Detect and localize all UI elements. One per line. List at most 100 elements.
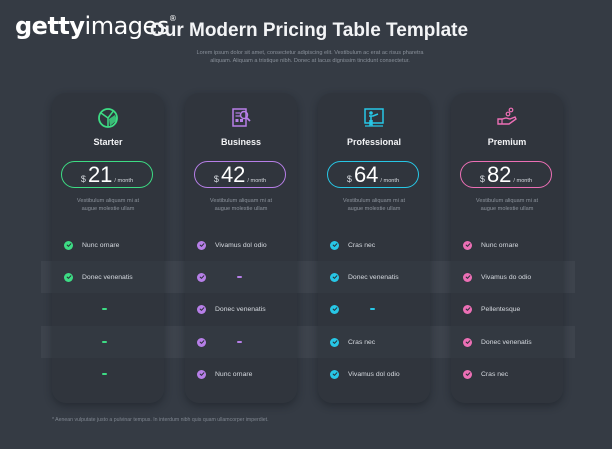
check-icon (463, 240, 472, 250)
price-button[interactable]: $ 42 / month (194, 161, 286, 188)
dash-icon (102, 373, 107, 375)
watermark-thin: images (84, 12, 170, 40)
feature-row: Nunc ornare (185, 358, 297, 390)
price-period: / month (380, 178, 400, 184)
feature-row: Donec venenatis (318, 261, 430, 293)
feature-label: Donec venenatis (481, 338, 532, 346)
feature-label: Nunc ornare (215, 370, 253, 378)
feature-row: Donec venenatis (185, 293, 297, 325)
check-icon (197, 272, 206, 282)
plan-description: Vestibulum aliquam mi at augue molestie … (185, 197, 297, 213)
feature-row: Nunc ornare (451, 229, 563, 261)
check-icon (197, 337, 206, 347)
watermark-bold: getty (15, 12, 85, 40)
feature-row: Nunc ornare (52, 229, 164, 261)
feature-row: Pellentesque (451, 293, 563, 325)
plan-name: Premium (487, 137, 527, 147)
feature-row: Donec venenatis (52, 261, 164, 293)
price-amount: 21 (87, 162, 113, 187)
check-icon (330, 272, 339, 282)
feature-row (52, 358, 164, 390)
dash-icon (237, 341, 242, 343)
getty-images-watermark: gettyimages® (15, 12, 177, 40)
page-subtitle: Lorem ipsum dolor sit amet, consectetur … (160, 49, 460, 65)
plan-description-line-2: augue molestie ullam (347, 206, 401, 212)
plan-description-line-1: Vestibulum aliquam mi at (209, 198, 273, 204)
plan-description: Vestibulum aliquam mi at augue molestie … (451, 197, 563, 213)
watermark-registered: ® (168, 14, 177, 23)
check-icon (463, 337, 472, 347)
page-title: Our Modern Pricing Table Template (149, 20, 469, 41)
price-currency: $ (80, 174, 86, 184)
feature-row (52, 326, 164, 358)
pricing-card-professional: Professional $ 64 / month Vestibulum ali… (318, 93, 430, 403)
plan-description-line-1: Vestibulum aliquam mi at (76, 198, 140, 204)
feature-label: Donec venenatis (215, 305, 266, 313)
check-icon (330, 304, 339, 314)
feature-label: Vivamus dol odio (348, 370, 400, 378)
feature-row: Vivamus dol odio (318, 358, 430, 390)
price-period: / month (513, 178, 533, 184)
plan-description-line-2: augue molestie ullam (480, 206, 534, 212)
feature-row (185, 261, 297, 293)
check-icon (64, 240, 73, 250)
check-icon (64, 272, 73, 282)
plan-description: Vestibulum aliquam mi at augue molestie … (318, 197, 430, 213)
plan-name: Starter (93, 137, 123, 147)
subtitle-line-2: aliquam. Aliquam a tristique nibh. Donec… (210, 58, 410, 64)
plan-name: Business (220, 137, 262, 147)
feature-label: Cras nec (348, 241, 376, 249)
feature-row: Donec venenatis (451, 326, 563, 358)
price-currency: $ (479, 174, 485, 184)
feature-row (52, 293, 164, 325)
feature-label: Vivamus dol odio (215, 241, 267, 249)
price-amount: 64 (353, 162, 379, 187)
pricing-card-starter: Starter $ 21 / month Vestibulum aliquam … (52, 93, 164, 403)
feature-label: Pellentesque (481, 305, 521, 313)
subtitle-line-1: Lorem ipsum dolor sit amet, consectetur … (196, 50, 424, 56)
check-icon (463, 369, 472, 379)
feature-label: Nunc ornare (82, 241, 120, 249)
dash-icon (237, 276, 242, 278)
hand-coins-icon (496, 107, 518, 129)
feature-label: Donec venenatis (348, 273, 399, 281)
check-icon (330, 337, 339, 347)
dash-icon (102, 308, 107, 310)
plan-description-line-2: augue molestie ullam (81, 206, 135, 212)
plan-description-line-2: augue molestie ullam (214, 206, 268, 212)
plan-description: Vestibulum aliquam mi at augue molestie … (52, 197, 164, 213)
dash-icon (102, 341, 107, 343)
price-amount: 42 (220, 162, 246, 187)
presentation-board-icon (363, 107, 385, 129)
feature-label: Vivamus do odio (481, 273, 532, 281)
feature-row: Cras nec (451, 358, 563, 390)
price-button[interactable]: $ 82 / month (460, 161, 552, 188)
price-period: / month (114, 178, 134, 184)
feature-row: Cras nec (318, 229, 430, 261)
plan-description-line-1: Vestibulum aliquam mi at (475, 198, 539, 204)
check-icon (197, 240, 206, 250)
document-search-icon (230, 107, 252, 129)
price-currency: $ (346, 174, 352, 184)
pricing-card-business: Business $ 42 / month Vestibulum aliquam… (185, 93, 297, 403)
feature-row: Cras nec (318, 326, 430, 358)
feature-label: Nunc ornare (481, 241, 519, 249)
check-icon (197, 369, 206, 379)
footnote: * Aenean vulputate justo a pulvinar temp… (52, 417, 269, 423)
dash-icon (370, 308, 375, 310)
feature-row: Vivamus dol odio (185, 229, 297, 261)
plan-description-line-1: Vestibulum aliquam mi at (342, 198, 406, 204)
check-icon (197, 304, 206, 314)
pricing-card-premium: Premium $ 82 / month Vestibulum aliquam … (451, 93, 563, 403)
feature-row (318, 293, 430, 325)
check-icon (330, 240, 339, 250)
pie-chart-icon (97, 107, 119, 129)
price-button[interactable]: $ 21 / month (61, 161, 153, 188)
check-icon (330, 369, 339, 379)
plan-name: Professional (346, 137, 402, 147)
feature-label: Donec venenatis (82, 273, 133, 281)
feature-row (185, 326, 297, 358)
price-currency: $ (213, 174, 219, 184)
check-icon (463, 272, 472, 282)
price-button[interactable]: $ 64 / month (327, 161, 419, 188)
